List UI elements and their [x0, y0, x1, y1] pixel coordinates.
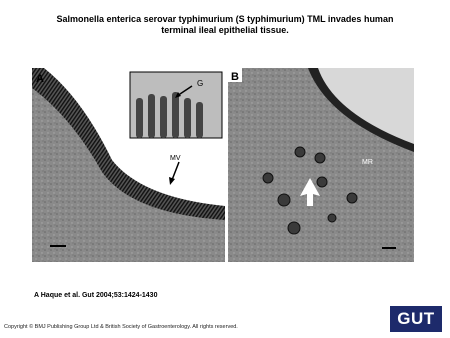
annotation: G [197, 79, 203, 88]
slide-title: Salmonella enterica serovar typhimurium … [56, 14, 394, 35]
journal-logo: GUT [390, 306, 442, 332]
panel-label: A [36, 73, 44, 85]
panel-label: B [231, 71, 239, 83]
panel-b: B MR [228, 68, 414, 262]
annotation: MR [362, 159, 373, 166]
micrograph: A G MV B MR [32, 68, 414, 262]
citation: A Haque et al. Gut 2004;53:1424-1430 [34, 292, 158, 299]
annotation: MV [170, 155, 181, 162]
panel-a: A G MV [32, 68, 225, 262]
copyright: Copyright © BMJ Publishing Group Ltd & B… [4, 324, 238, 330]
